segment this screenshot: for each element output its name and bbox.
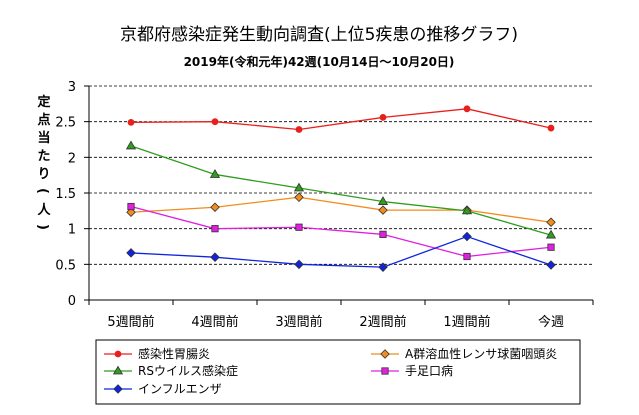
x-tick-label: 1週間前 [443, 314, 490, 330]
legend-item: インフルエンザ [104, 382, 222, 396]
series-group [127, 202, 555, 261]
data-point [379, 230, 387, 238]
data-point [462, 231, 472, 242]
data-point [379, 113, 387, 121]
series-line [130, 205, 552, 258]
y-tick-label: 0 [68, 294, 76, 309]
y-axis-label-char: 当 [37, 130, 50, 146]
y-tick-label: 3 [68, 80, 76, 95]
x-tick-label: 4週間前 [191, 314, 238, 330]
data-point [211, 225, 219, 233]
data-point [378, 262, 388, 272]
series-line [130, 196, 552, 223]
x-tick-label: 今週 [538, 314, 564, 330]
legend-item: RSウイルス感染症 [104, 363, 238, 378]
data-point [463, 105, 471, 113]
data-point [377, 196, 389, 205]
series-line [130, 145, 552, 236]
legend-label: RSウイルス感染症 [138, 363, 238, 378]
legend-label: 手足口病 [405, 363, 453, 378]
data-point [294, 192, 304, 203]
y-tick-label: 1 [68, 223, 76, 238]
y-tick-label: 1.5 [55, 187, 76, 202]
chart-subtitle: 2019年(令和元年)42週(10月14日〜10月20日) [184, 54, 455, 69]
legend-box [95, 339, 581, 405]
data-point [546, 217, 556, 228]
x-tick-label: 2週間前 [359, 314, 406, 330]
data-point [294, 259, 304, 270]
legend-item: A群溶血性レンサ球菌咽頭炎 [371, 346, 557, 361]
legend-marker [114, 350, 122, 358]
x-tick-label: 5週間前 [107, 314, 154, 330]
x-tick-label: 3週間前 [275, 314, 322, 330]
data-point [126, 248, 136, 258]
y-axis-label-char: 定 [36, 94, 50, 110]
legend-item: 感染性胃腸炎 [104, 346, 210, 361]
series-group [126, 231, 556, 272]
data-point [295, 223, 303, 231]
data-point [211, 118, 219, 126]
series-line [130, 235, 552, 268]
data-point [127, 118, 135, 126]
series-group [125, 140, 557, 239]
data-point [547, 124, 555, 132]
y-tick-label: 0.5 [55, 258, 76, 273]
data-point [461, 205, 473, 215]
data-point [210, 202, 220, 213]
data-point [125, 140, 137, 150]
data-point [546, 260, 556, 270]
series [125, 105, 557, 272]
series-group [127, 105, 555, 133]
y-tick-label: 2.5 [55, 116, 76, 131]
axes [84, 85, 594, 305]
data-point [463, 252, 471, 261]
legend-marker [381, 367, 389, 375]
legend-label: 感染性胃腸炎 [138, 346, 210, 361]
data-point [210, 252, 220, 262]
series-group [126, 192, 556, 228]
series-line [130, 108, 552, 131]
data-point [545, 229, 557, 239]
x-tick-labels: 5週間前 4週間前 3週間前 2週間前 1週間前 今週 [107, 314, 564, 330]
y-axis-label-char: り [37, 167, 50, 182]
legend-marker [112, 365, 124, 375]
data-point [295, 126, 303, 133]
data-point [547, 243, 555, 251]
data-point [293, 182, 305, 192]
y-axis-label-char: ) [35, 224, 50, 230]
legend-label: A群溶血性レンサ球菌咽頭炎 [405, 346, 557, 361]
y-axis-label-char: ( [35, 188, 50, 194]
y-axis-label-char: た [37, 149, 50, 164]
data-point [209, 169, 221, 178]
data-point [127, 202, 135, 211]
data-point [378, 205, 388, 215]
legend-marker [380, 349, 390, 359]
y-tick-label: 2 [68, 151, 76, 166]
grid [89, 85, 593, 265]
y-tick-labels: 0 0.5 1 1.5 2 2.5 3 [55, 80, 76, 309]
y-axis-label-char: 点 [37, 112, 50, 128]
data-point [126, 207, 136, 218]
y-axis-label-char: 人 [37, 202, 51, 218]
legend-label: インフルエンザ [138, 382, 222, 396]
legend-marker [113, 384, 123, 394]
chart-title: 京都府感染症発生動向調査(上位5疾患の推移グラフ) [120, 25, 518, 45]
legend-item: 手足口病 [371, 363, 453, 378]
